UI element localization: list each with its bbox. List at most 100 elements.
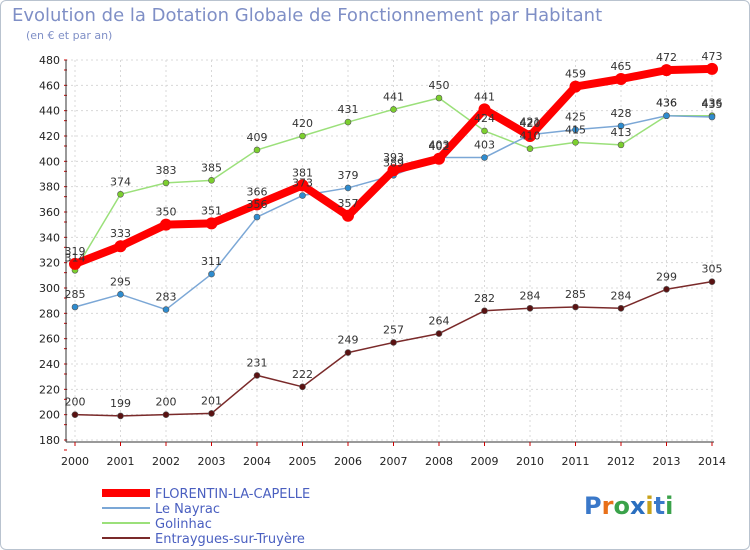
data-label: 441 bbox=[383, 90, 404, 103]
x-tick-label: 2009 bbox=[471, 455, 499, 468]
data-point bbox=[342, 209, 354, 222]
data-point bbox=[299, 383, 306, 391]
data-label: 409 bbox=[247, 131, 268, 144]
data-label: 311 bbox=[201, 255, 222, 268]
data-label: 459 bbox=[565, 68, 586, 81]
data-point bbox=[524, 130, 536, 142]
data-label: 200 bbox=[65, 396, 86, 409]
data-point bbox=[208, 410, 215, 417]
data-label: 389 bbox=[383, 156, 404, 169]
data-label: 295 bbox=[110, 275, 131, 288]
data-label: 472 bbox=[656, 51, 677, 64]
data-point bbox=[253, 213, 261, 221]
x-tick-label: 2003 bbox=[198, 455, 226, 468]
logo-letter: t bbox=[653, 492, 666, 520]
data-point bbox=[253, 372, 261, 379]
data-point bbox=[572, 139, 579, 146]
data-point bbox=[253, 146, 261, 154]
logo-letter: x bbox=[629, 492, 646, 520]
grid bbox=[66, 59, 714, 441]
chart-title: Evolution de la Dotation Globale de Fonc… bbox=[12, 5, 603, 26]
data-point bbox=[162, 179, 170, 187]
data-label: 421 bbox=[520, 116, 541, 129]
y-tick-label: 260 bbox=[39, 333, 60, 346]
legend-label: Entraygues-sur-Truyère bbox=[155, 532, 305, 547]
y-tick-label: 460 bbox=[39, 79, 60, 92]
x-tick-label: 2007 bbox=[380, 455, 408, 468]
data-label: 473 bbox=[702, 50, 723, 63]
x-tick-label: 2000 bbox=[61, 455, 89, 468]
data-label: 381 bbox=[292, 166, 313, 179]
data-point bbox=[162, 411, 170, 418]
proxiti-logo: Proxiti bbox=[584, 492, 673, 520]
data-point bbox=[617, 304, 625, 312]
logo-letter: P bbox=[584, 492, 602, 520]
legend-label: Golinhac bbox=[155, 517, 212, 532]
data-point bbox=[481, 307, 488, 315]
data-label: 200 bbox=[156, 396, 177, 409]
data-label: 249 bbox=[338, 334, 359, 347]
data-label: 436 bbox=[702, 97, 723, 110]
data-label: 282 bbox=[474, 292, 495, 305]
y-tick-label: 300 bbox=[39, 282, 60, 295]
x-tick-label: 2011 bbox=[562, 455, 590, 468]
x-tick-label: 2002 bbox=[152, 455, 180, 468]
x-tick-label: 2010 bbox=[516, 455, 544, 468]
y-tick-label: 200 bbox=[39, 409, 60, 422]
data-point bbox=[71, 411, 79, 418]
y-tick-label: 400 bbox=[39, 155, 60, 168]
y-tick-label: 340 bbox=[39, 231, 60, 244]
data-point bbox=[344, 349, 352, 356]
data-label: 379 bbox=[338, 169, 359, 182]
data-label: 403 bbox=[429, 139, 450, 152]
data-point bbox=[572, 303, 579, 311]
data-label: 285 bbox=[565, 288, 586, 301]
x-tick-label: 2001 bbox=[107, 455, 135, 468]
data-point bbox=[117, 412, 124, 420]
data-label: 257 bbox=[383, 323, 404, 336]
data-point bbox=[390, 106, 397, 113]
logo-letter: o bbox=[613, 492, 630, 520]
x-tick-label: 2008 bbox=[425, 455, 453, 468]
y-tick-label: 180 bbox=[39, 434, 60, 447]
data-label: 299 bbox=[656, 270, 677, 283]
data-label: 305 bbox=[702, 263, 723, 276]
logo-letter: i bbox=[645, 492, 654, 520]
data-point bbox=[435, 330, 443, 337]
series-lines bbox=[69, 62, 718, 420]
y-tick-label: 480 bbox=[39, 54, 60, 67]
data-point bbox=[660, 64, 673, 77]
data-point bbox=[526, 145, 534, 152]
data-label: 436 bbox=[656, 97, 677, 110]
data-label: 314 bbox=[65, 251, 86, 264]
data-label: 284 bbox=[520, 289, 541, 302]
data-label: 201 bbox=[201, 394, 222, 407]
data-label: 428 bbox=[611, 107, 632, 120]
data-point bbox=[481, 127, 488, 135]
data-point bbox=[478, 103, 491, 116]
data-label: 357 bbox=[338, 197, 359, 210]
logo-text: Proxiti bbox=[584, 492, 673, 520]
data-label: 333 bbox=[110, 227, 131, 240]
data-point bbox=[114, 240, 127, 253]
data-point bbox=[708, 278, 716, 285]
y-tick-label: 220 bbox=[39, 383, 60, 396]
data-label: 435 bbox=[702, 98, 723, 111]
data-point bbox=[663, 112, 670, 120]
logo-letter: r bbox=[601, 492, 614, 520]
data-label: 465 bbox=[611, 60, 632, 73]
y-tick-label: 240 bbox=[39, 358, 60, 371]
axes: 1802002202402602803003203403603804004204… bbox=[39, 54, 726, 468]
data-point bbox=[481, 154, 488, 161]
data-point bbox=[117, 291, 124, 298]
data-label: 441 bbox=[474, 90, 495, 103]
data-point bbox=[569, 80, 582, 93]
data-point bbox=[344, 118, 352, 126]
data-label: 319 bbox=[65, 245, 86, 258]
data-label: 424 bbox=[474, 112, 495, 125]
data-label: 385 bbox=[201, 161, 222, 174]
data-point bbox=[617, 141, 625, 149]
data-label: 350 bbox=[156, 206, 177, 219]
